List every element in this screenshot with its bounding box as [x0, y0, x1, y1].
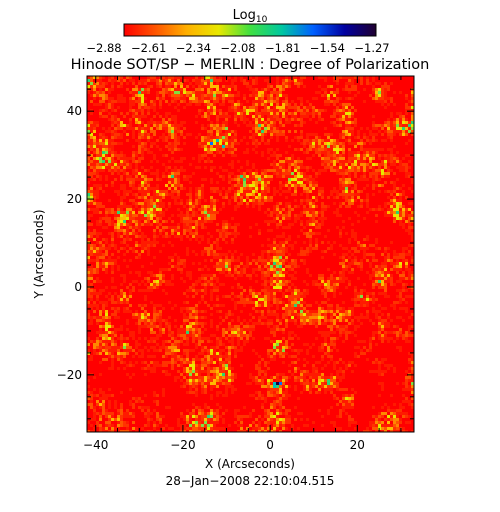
x-tick-label: 20 — [350, 438, 365, 452]
heatmap-field — [87, 76, 414, 432]
colorbar-tick-label: −1.81 — [265, 41, 300, 55]
colorbar-tick-label: −2.34 — [176, 41, 211, 55]
colorbar-label: Log10 — [233, 8, 268, 25]
timestamp: 28−Jan−2008 22:10:04.515 — [166, 474, 335, 488]
y-axis-label: Y (Arcseconds) — [32, 209, 46, 299]
plot-frame — [86, 75, 415, 433]
x-tick-label: 0 — [266, 438, 274, 452]
chart-title: Hinode SOT/SP − MERLIN : Degree of Polar… — [71, 57, 430, 73]
y-tick-label: 40 — [67, 104, 82, 118]
colorbar-gradient — [123, 23, 377, 37]
x-axis-label: X (Arcseconds) — [205, 457, 295, 471]
x-tick-label: −20 — [170, 438, 195, 452]
x-tick-label: −40 — [83, 438, 108, 452]
colorbar-tick-label: −2.61 — [131, 41, 166, 55]
axis-ticks: −40 −20 0 20 −20 0 20 40 — [57, 76, 414, 452]
colorbar-tick-label: −1.54 — [310, 41, 345, 55]
colorbar-tick-label: −2.08 — [220, 41, 255, 55]
colorbar-tick-label: −1.27 — [354, 41, 389, 55]
y-tick-label: 20 — [67, 192, 82, 206]
colorbar-tick-labels: −2.88 −2.61 −2.34 −2.08 −1.81 −1.54 −1.27 — [86, 41, 389, 55]
y-tick-label: 0 — [74, 280, 82, 294]
colorbar-tick-label: −2.88 — [86, 41, 121, 55]
colorbar — [123, 23, 377, 37]
y-tick-label: −20 — [57, 368, 82, 382]
